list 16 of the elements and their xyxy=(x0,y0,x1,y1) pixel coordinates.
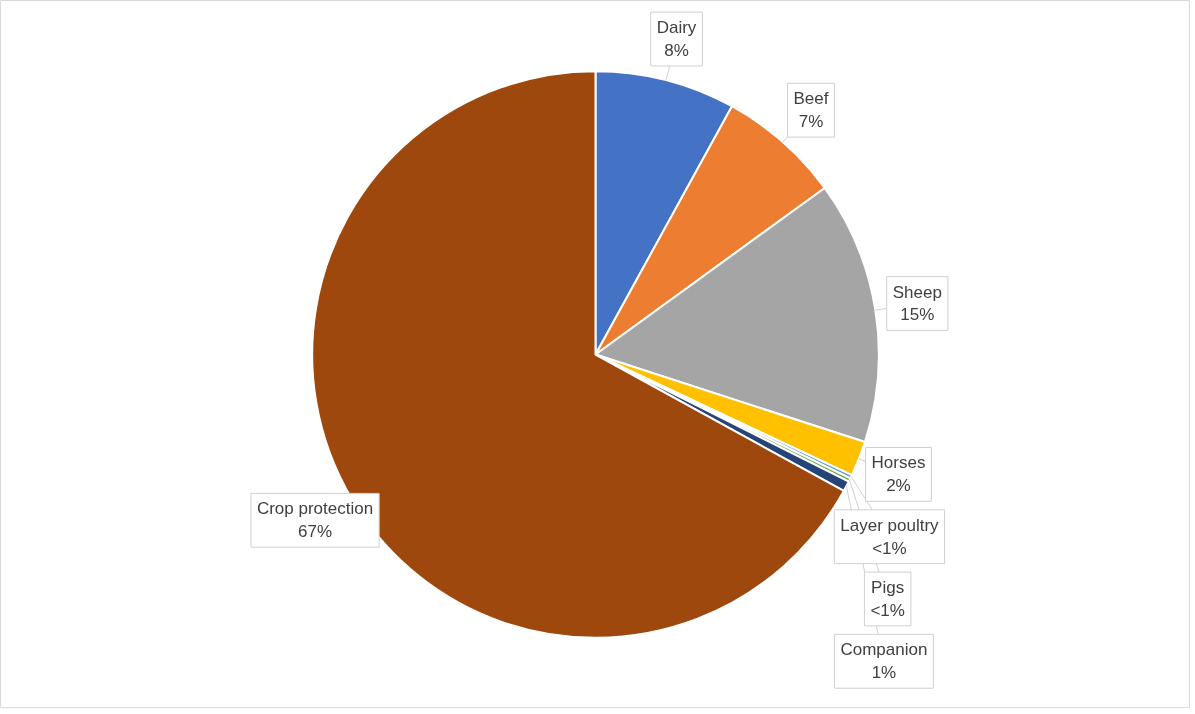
data-label: 15% xyxy=(900,305,935,325)
slice-label: Crop protection xyxy=(256,499,374,519)
slice-label: Beef xyxy=(793,89,829,109)
slice-label: Layer poultry xyxy=(840,515,940,535)
data-label: <1% xyxy=(872,538,907,558)
slice-label: Dairy xyxy=(656,18,697,38)
data-label: 8% xyxy=(664,40,689,60)
data-label: 7% xyxy=(798,112,824,132)
slice-label: Pigs xyxy=(871,578,905,598)
data-label: 2% xyxy=(886,476,911,496)
data-label: 1% xyxy=(871,663,897,683)
data-label: 67% xyxy=(298,522,333,542)
slice-label: Sheep xyxy=(892,282,942,302)
data-label: <1% xyxy=(870,600,905,620)
slice-label: Horses xyxy=(871,453,926,473)
slice-label: Companion xyxy=(840,640,928,660)
